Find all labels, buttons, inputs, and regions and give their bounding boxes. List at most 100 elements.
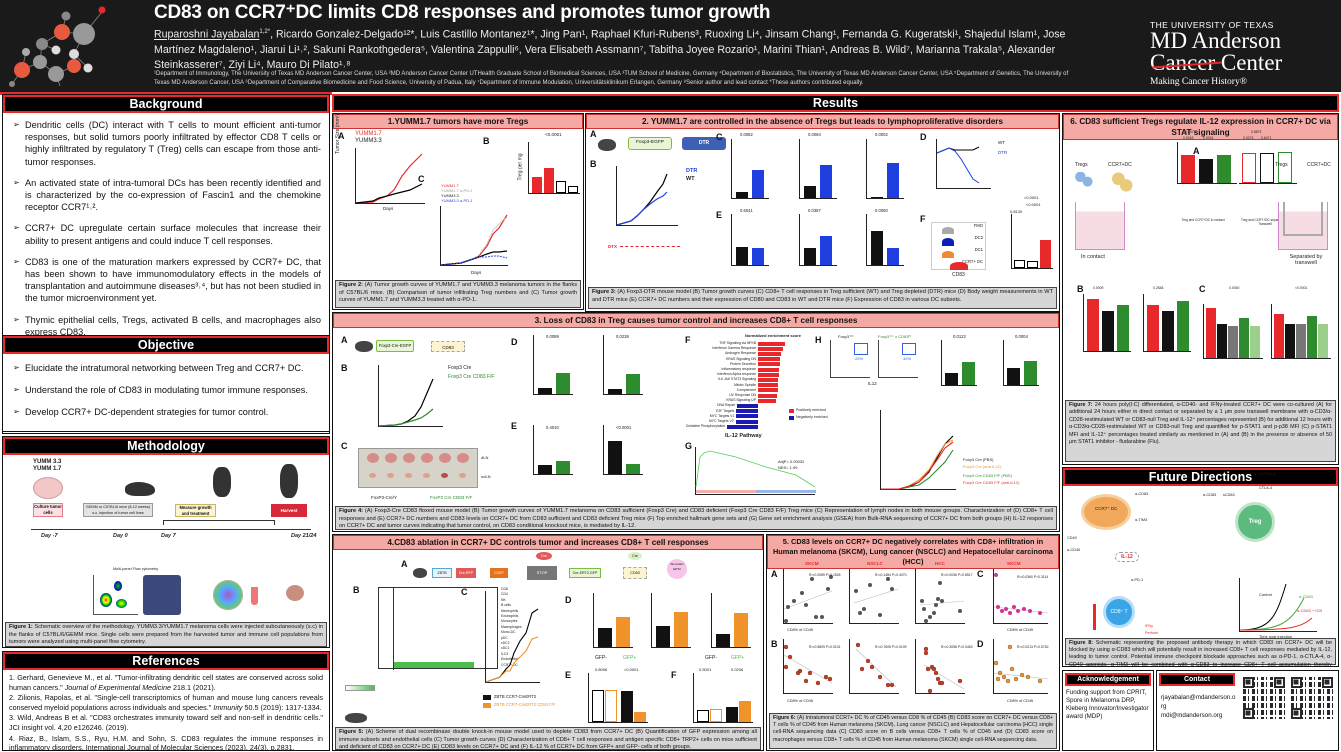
diagram-label: α-CTLA-4	[1259, 472, 1276, 476]
reference-item: 2. Zilionis, Rapolas, et al. "Single-cel…	[9, 693, 323, 712]
p-value: 0.8096	[595, 667, 608, 672]
chart-e2	[603, 425, 643, 475]
diagram-label: CCR7⁺ DC	[1095, 506, 1118, 511]
gsea-bar	[758, 398, 777, 403]
gsea-bar	[758, 341, 785, 346]
section-heading: Contact	[1159, 673, 1235, 686]
background-list: Dendritic cells (DC) interact with T cel…	[3, 113, 329, 338]
gfp-heatmap	[378, 587, 498, 670]
dre-recombinase: Dre	[536, 552, 552, 560]
gsea-term-label: KRAS Signaling UP	[726, 398, 756, 403]
legend-swatch	[789, 409, 794, 413]
gsea-stat: NES= 1.99	[778, 465, 798, 470]
institution-tagline: Making Cancer History®	[1150, 77, 1247, 87]
chart-f-axes	[693, 673, 753, 723]
chart-h1	[941, 340, 977, 386]
chart-e2	[799, 214, 837, 266]
figure-1-caption: Figure 1: Schematic overview of the meth…	[5, 622, 327, 647]
institution-line3-wrap: Cancer Center	[1150, 51, 1335, 74]
flow-label: Foxp3⁺ˡ⁺	[838, 334, 854, 339]
p-value: 0.0238	[616, 334, 629, 339]
stat-label: R²=0.0036 P=0.8517	[941, 573, 973, 577]
heatmap-row-label: CD4	[501, 592, 508, 597]
email-link[interactable]: rjayabalan@mdanderson.org	[1161, 694, 1236, 710]
legend-entry: YUMM3.3	[441, 193, 459, 198]
gsea-enrichment-plot	[695, 447, 816, 495]
legend-entry: YUMM1.7 α-PD-1	[441, 188, 473, 193]
gsea-term-label: E2F Targets	[716, 408, 735, 413]
group-label: GFP-	[705, 655, 717, 661]
gsea-term-label: MYC Targets V1	[709, 413, 735, 418]
figure-2-panel: 1.YUMM1.7 tumors have more Tregs A YUMM1…	[332, 113, 584, 310]
gsea-term-label: TNF Signaling via NFKB	[719, 341, 756, 345]
chart-b-axes	[528, 142, 580, 194]
heatmap-row-label: CD8	[501, 587, 508, 591]
construct-dre-rfp: Dre-RFP	[456, 568, 476, 578]
heatmap-row-label: Mono-DC	[501, 630, 516, 635]
gsea-term-label: Inflammatory response	[721, 367, 757, 371]
qr-code-icon[interactable]	[1291, 677, 1333, 719]
heatmap-row-label: Monocytes	[501, 619, 518, 624]
qr-code-icon[interactable]	[1243, 677, 1285, 719]
diagram-label: IFNγ	[1145, 624, 1154, 628]
diagram-label: α-CD83	[1135, 492, 1149, 496]
p-value: <0.0001	[624, 667, 639, 672]
results-heading: Results	[332, 94, 1339, 112]
heatmap-row-label: cDC2	[501, 641, 510, 645]
section-heading: References	[3, 652, 329, 670]
figure-5-panel: 4.CD83 ablation in CCR7+ DC controls tum…	[332, 534, 764, 751]
mouse-icon	[125, 482, 155, 496]
tube-icon	[251, 587, 258, 605]
group-label: FoxP3 Cre CD83 F/F	[430, 495, 473, 500]
well-transwell	[1278, 202, 1328, 250]
p-value: 0.4010	[546, 425, 559, 430]
stat-label: R²=0.1484 P=0.4070	[875, 573, 907, 577]
legend-entry: ZBTB CCR7-CreERT2	[494, 694, 537, 699]
other-authors: , Ricardo Gonzalez-Delgado¹²*, Luis Cast…	[154, 28, 1066, 71]
list-item: Develop CCR7+ DC-dependent strategies fo…	[13, 406, 321, 418]
gsea-bar	[758, 352, 782, 356]
list-item: Elucidate the intratumoral networking be…	[13, 362, 321, 374]
chart-a2	[1239, 142, 1297, 184]
chart-c1	[1203, 304, 1263, 359]
p-value: <0.0001	[545, 132, 562, 137]
figure-4-caption: Figure 4: (A) Foxp3-Cre CD83 floxed mous…	[335, 506, 1057, 530]
x-axis-label: CD8% of CD45	[1007, 699, 1033, 703]
future-directions-section: Future Directions CCR7⁺ DC α-CD83 α-TIM3…	[1062, 467, 1339, 667]
panel-title: 1.YUMM1.7 tumors have more Tregs	[333, 114, 583, 129]
chart-d2	[603, 335, 643, 395]
cell-label: Tregs	[1275, 162, 1288, 168]
cell-label: CCR7+DC	[1307, 162, 1331, 168]
gsea-bar	[758, 388, 778, 393]
figure-4-panel: 3. Loss of CD83 in Treg causes tumor con…	[332, 312, 1060, 532]
stat-label: R²=0.5809 P=0.0101	[809, 645, 841, 649]
tumor-growth-schematic	[1239, 578, 1317, 632]
email-link[interactable]: mdi@mdanderson.org	[1161, 712, 1223, 719]
legend-entry: Positively enriched	[796, 408, 826, 412]
chart-b-axes	[378, 365, 443, 427]
institution-logo: THE UNIVERSITY OF TEXAS MD Anderson Canc…	[1150, 20, 1335, 87]
diagram-label: α-CD83	[1203, 493, 1217, 497]
gsea-bar	[758, 346, 783, 351]
construct-cd83: CD83	[623, 567, 647, 579]
heatmap-row-label: Eosinophils	[501, 614, 519, 618]
chart-b2	[1143, 294, 1191, 352]
legend-entry: Foxp3 Cre	[448, 365, 472, 371]
scatter-d	[993, 639, 1049, 694]
cytometer-icon	[143, 575, 181, 615]
p-value: 0.0040	[1229, 286, 1240, 290]
chart-h2	[1003, 340, 1039, 386]
mouse-icon	[213, 467, 231, 497]
treg-cell-icon: Treg	[1235, 502, 1275, 542]
caption-label: Figure 1:	[9, 624, 33, 630]
flow-plot	[93, 575, 138, 615]
heatmap-row-label: Macrophages	[501, 624, 522, 629]
figure-7-panel: 6. CD83 sufficient Tregs regulate IL-12 …	[1062, 113, 1339, 465]
legend-yumm17: YUMM1.7	[355, 131, 382, 137]
heatmap-row-label: Endothelial	[501, 657, 518, 662]
chart-c2	[1271, 304, 1331, 359]
mouse-icon	[345, 713, 367, 723]
p-value: 0.0206	[731, 667, 744, 672]
heatmap-row-label: B cells	[501, 603, 511, 608]
cre-recombinase: Cre	[628, 552, 642, 560]
